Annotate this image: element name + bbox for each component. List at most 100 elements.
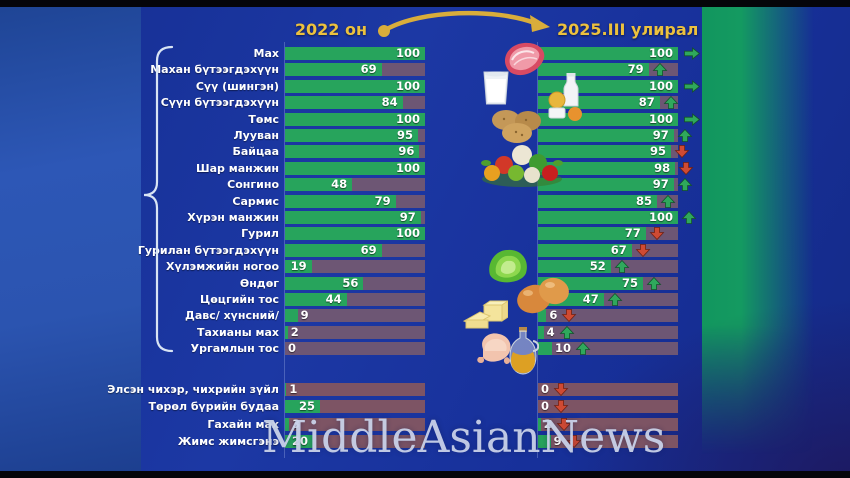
- bar-2025: 0: [538, 383, 678, 397]
- meat-icon: [504, 42, 545, 76]
- bar-2025: 97: [538, 128, 693, 142]
- chart-row: Хүрэн манжин 97 100: [0, 211, 850, 224]
- value-label: 100: [395, 78, 420, 93]
- category-label: Хүрэн манжин: [187, 211, 279, 224]
- bar-2025: 52: [538, 259, 678, 274]
- value-label: 100: [648, 210, 673, 224]
- dairy-products-icon: [548, 73, 582, 121]
- bar-2025-fill: [538, 342, 552, 356]
- trend-down-icon: [556, 417, 572, 431]
- category-label: Жимс жимсгэнэ: [177, 435, 279, 449]
- bar-2025-fill: [538, 260, 611, 274]
- bar-2022-fill: [285, 161, 425, 175]
- value-label: 56: [342, 275, 359, 290]
- category-label: Шар манжин: [196, 161, 279, 175]
- bar-2022: 0: [285, 341, 425, 356]
- value-label: 2: [290, 324, 299, 339]
- chart-row: Төрөл бүрийн будаа 25 0: [0, 400, 850, 414]
- bar-2022-fill: [285, 129, 418, 142]
- bar-2025: 2: [538, 417, 678, 431]
- value-label: 79: [374, 193, 391, 208]
- trend-up-icon: [677, 178, 693, 192]
- value-label: 9: [553, 434, 562, 449]
- category-label: Сармис: [232, 194, 279, 208]
- value-label: 96: [398, 144, 415, 159]
- bar-2025: 77: [538, 226, 678, 241]
- vegetable-platter-icon: [481, 145, 563, 187]
- trend-up-icon: [681, 210, 697, 224]
- trend-down-icon: [635, 243, 651, 257]
- value-label: 87: [638, 95, 655, 110]
- value-label: 75: [621, 275, 638, 290]
- axis-line-2022: [284, 42, 285, 458]
- trend-down-icon: [566, 435, 582, 449]
- bar-2025: 9: [538, 434, 678, 449]
- bar-2022: 19: [285, 259, 425, 274]
- bar-2022-fill: [285, 293, 347, 306]
- value-label: 84: [381, 95, 398, 110]
- letterbox-bottom: [0, 471, 850, 478]
- bar-2025-fill: [538, 211, 678, 224]
- category-label: Гахайн мах: [207, 417, 279, 431]
- value-label: 100: [648, 46, 673, 60]
- trend-flat-icon: [684, 79, 701, 93]
- value-label: 0: [288, 341, 297, 356]
- trend-down-icon: [674, 145, 690, 159]
- trend-up-icon: [677, 128, 693, 142]
- chart-row: Тахианы мах 2 4: [0, 324, 850, 339]
- lettuce-icon: [489, 249, 527, 283]
- category-label: Тахианы мах: [196, 325, 279, 339]
- bar-2022: 100: [285, 227, 425, 241]
- bar-2022: 100: [285, 112, 425, 126]
- category-label: Махан бүтээгдэхүүн: [150, 63, 279, 77]
- value-label: 47: [582, 292, 599, 306]
- value-label: 95: [396, 128, 413, 142]
- bar-2022: 1: [285, 383, 425, 396]
- bar-2022: 3: [285, 417, 425, 431]
- group-brace: [143, 45, 174, 353]
- value-label: 52: [589, 259, 606, 274]
- trend-up-icon: [575, 342, 591, 356]
- trend-down-icon: [561, 309, 577, 323]
- value-label: 1: [289, 382, 298, 396]
- bar-2022-fill: [285, 79, 425, 93]
- bar-2022: 100: [285, 161, 425, 175]
- period-transition-arrow-icon: [378, 10, 550, 37]
- bar-2025-fill: [538, 161, 676, 175]
- bar-2022: 44: [285, 293, 425, 306]
- value-label: 100: [648, 78, 673, 93]
- value-label: 97: [652, 177, 669, 192]
- letterbox-top: [0, 0, 850, 7]
- bar-2025-fill: [538, 194, 657, 208]
- trend-up-icon: [652, 63, 668, 77]
- bar-2025: 0: [538, 400, 678, 414]
- trend-down-icon: [553, 400, 569, 414]
- bar-2022: 25: [285, 400, 425, 414]
- category-label: Өндөг: [239, 276, 279, 290]
- value-label: 10: [555, 341, 572, 356]
- value-label: 98: [654, 160, 671, 175]
- period-label-2022: 2022 он: [294, 20, 367, 39]
- bar-2022-fill: [285, 227, 425, 241]
- period-label-2025: 2025.III улирал: [557, 20, 699, 39]
- value-label: 100: [395, 46, 420, 60]
- value-label: 4: [546, 324, 555, 339]
- bar-2025: 95: [538, 145, 690, 159]
- trend-up-icon: [660, 194, 676, 208]
- bar-2022-fill: [285, 309, 298, 323]
- chart-row: Махан бүтээгдэхүүн 69 79: [0, 63, 850, 77]
- value-label: 97: [652, 128, 669, 142]
- bar-2022-fill: [285, 276, 364, 290]
- chart-row: Цөцгийн тос 44 47: [0, 293, 850, 306]
- bar-2025: 97: [538, 177, 693, 192]
- bar-2022: 69: [285, 63, 425, 77]
- bar-2022-fill: [285, 145, 420, 159]
- bar-2025: 98: [538, 160, 694, 175]
- chart-row: Сүү (шингэн) 100 100: [0, 78, 850, 93]
- trend-up-icon: [614, 260, 630, 274]
- bar-2022-fill: [285, 112, 425, 126]
- value-label: 77: [624, 226, 641, 241]
- value-label: 19: [290, 259, 307, 274]
- bar-2025-fill: [538, 325, 544, 339]
- bar-2022-fill: [285, 260, 312, 274]
